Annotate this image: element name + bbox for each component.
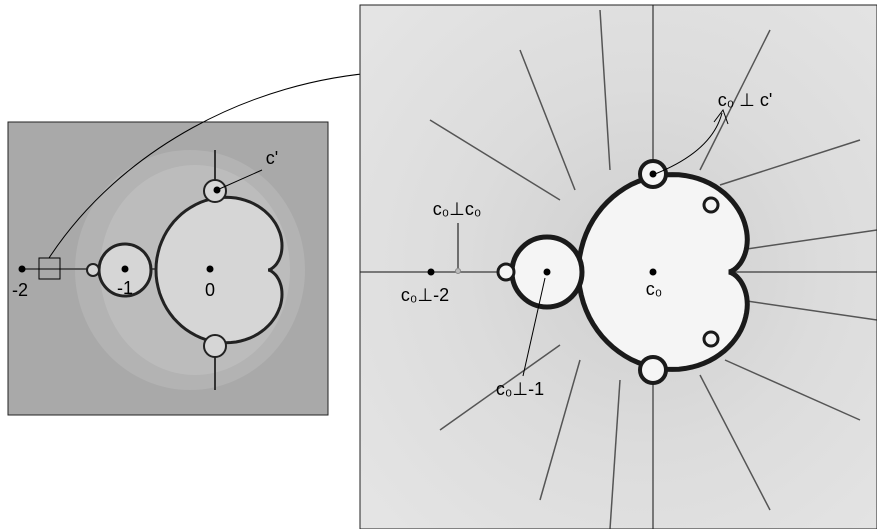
label: c' — [266, 148, 278, 168]
label: c₀ ⊥ c' — [718, 90, 773, 110]
label: c₀⊥-1 — [496, 379, 544, 399]
label: -2 — [12, 280, 28, 300]
cardioid — [579, 175, 748, 370]
label: c₀⊥-2 — [401, 285, 449, 305]
bulb — [704, 332, 718, 346]
dot — [428, 269, 435, 276]
left-panel: c' -2 -1 0 — [8, 122, 328, 415]
bulb — [704, 198, 718, 212]
dot — [456, 269, 461, 274]
figure: c' -2 -1 0 c₀ ⊥ c' c₀⊥c₀ c₀⊥-2 c₀ c — [0, 0, 877, 529]
dot — [650, 269, 657, 276]
bulb — [87, 264, 99, 276]
bulb — [640, 357, 666, 383]
label: 0 — [205, 280, 215, 300]
bulb — [498, 264, 514, 280]
dot — [19, 266, 26, 273]
cardioid — [156, 197, 282, 342]
label: c₀ — [646, 279, 662, 299]
dot — [122, 266, 129, 273]
dot — [544, 269, 551, 276]
dot — [207, 266, 214, 273]
page: c' -2 -1 0 c₀ ⊥ c' c₀⊥c₀ c₀⊥-2 c₀ c — [0, 0, 877, 529]
label: c₀⊥c₀ — [433, 199, 482, 219]
right-panel — [360, 5, 877, 529]
label: -1 — [117, 278, 133, 298]
bulb — [204, 335, 226, 357]
